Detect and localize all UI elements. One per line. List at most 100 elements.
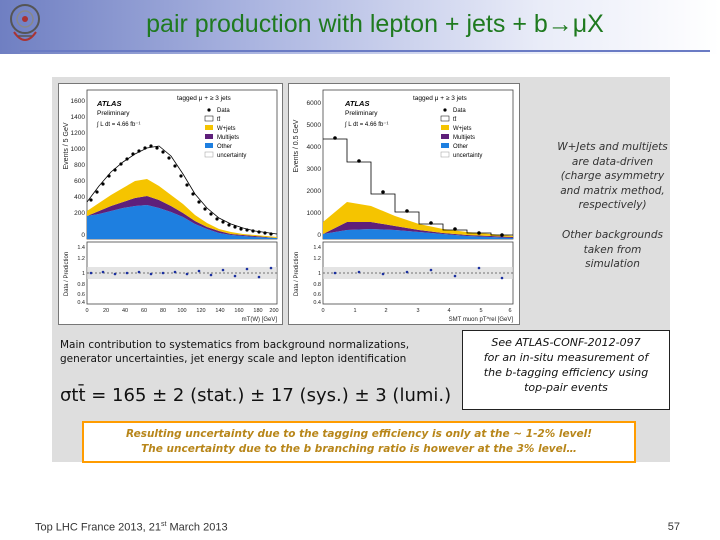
left-xtick: 160 — [234, 308, 243, 314]
highlight-line-1: Resulting uncertainty due to the tagging… — [126, 428, 592, 440]
left-xtick: 100 — [177, 308, 186, 314]
left-legend-ttbar: tt̄ — [217, 116, 221, 123]
footer-sup: st — [160, 521, 167, 528]
right-ytick: 5000 — [307, 122, 322, 129]
left-ytick: 600 — [74, 178, 85, 185]
right-ytick: 1000 — [307, 210, 322, 217]
footer-prefix: Top LHC France 2013, 21 — [35, 521, 161, 534]
left-legend-uncertainty: uncertainty — [217, 153, 246, 159]
right-ratio-tick: 0.4 — [313, 300, 321, 306]
left-ytick: 400 — [74, 194, 85, 201]
right-legend-other: Other — [453, 144, 468, 150]
right-status: Preliminary — [345, 110, 378, 117]
conf-line-4: top-pair events — [524, 381, 608, 394]
highlight-line-2: The uncertainty due to the b branching r… — [141, 443, 577, 455]
left-legend-wjets: W+jets — [217, 126, 236, 132]
right-ratio-tick: 0.8 — [313, 282, 321, 288]
right-ytick: 3000 — [307, 166, 322, 173]
right-legend-data: Data — [453, 108, 466, 114]
left-xtick: 140 — [215, 308, 224, 314]
systematics-line-2: generator uncertainties, jet energy scal… — [60, 353, 407, 365]
slide-title: pair production with lepton + jets + b→μ… — [146, 10, 604, 38]
lhc-france-logo-icon — [10, 4, 40, 41]
right-channel: tagged μ + ≥ 3 jets — [413, 95, 467, 102]
right-wjets-fill — [323, 202, 513, 237]
right-legend-multijets: Multijets — [453, 135, 475, 141]
right-ratio-ylabel: Data / Prediction — [294, 252, 300, 296]
right-ratio-tick: 1.4 — [313, 245, 321, 251]
left-ratio-tick: 1 — [82, 271, 85, 277]
right-lumi: ∫ L dt = 4.66 fb⁻¹ — [344, 121, 388, 128]
title-underline — [20, 50, 710, 52]
left-xtick: 180 — [253, 308, 262, 314]
left-ytick: 1000 — [71, 146, 86, 153]
conf-line-2: for an in-situ measurement of — [483, 351, 649, 364]
left-ratio-tick: 0.6 — [77, 292, 85, 298]
left-xlabel: mT(W) [GeV] — [242, 317, 278, 323]
right-ratio-tick: 1 — [318, 271, 321, 277]
right-xtick: 5 — [479, 308, 482, 314]
cross-section-result: σtt̄ = 165 ± 2 (stat.) ± 17 (sys.) ± 3 (… — [60, 385, 452, 406]
left-ratio-tick: 1.2 — [77, 256, 85, 262]
plot-mtw: Events / 5 GeV 1600 1400 1200 1000 800 6… — [58, 83, 283, 325]
right-data-points — [333, 136, 504, 237]
right-ratio-tick: 1.2 — [313, 256, 321, 262]
right-xtick: 6 — [508, 308, 511, 314]
left-xtick: 20 — [103, 308, 109, 314]
right-legend: Data tt̄ W+jets Multijets Other uncertai… — [440, 108, 482, 159]
left-experiment: ATLAS — [96, 99, 121, 108]
right-ytick: 2000 — [307, 188, 322, 195]
right-xtick: 0 — [321, 308, 324, 314]
left-ratio-points — [89, 266, 273, 279]
plot-smt-ptrel: Events / 0.5 GeV 6000 5000 4000 3000 200… — [288, 83, 520, 325]
conf-note-box: See ATLAS-CONF-2012-097 for an in-situ m… — [462, 330, 670, 410]
right-legend-wjets: W+jets — [453, 126, 472, 132]
right-xtick: 4 — [447, 308, 450, 314]
left-ytick: 1400 — [71, 114, 86, 121]
right-xtick: 3 — [416, 308, 419, 314]
left-ratio-tick: 1.4 — [77, 245, 85, 251]
page-number: 57 — [667, 521, 680, 533]
left-xtick: 120 — [196, 308, 205, 314]
left-lumi: ∫ L dt = 4.66 fb⁻¹ — [96, 121, 140, 128]
right-ratio-points — [333, 266, 504, 280]
title-bar — [0, 0, 720, 54]
left-xtick: 60 — [141, 308, 147, 314]
left-ratio-tick: 0.4 — [77, 300, 85, 306]
left-ylabel: Events / 5 GeV — [63, 122, 70, 169]
left-other-fill — [87, 205, 277, 239]
left-ratio-tick: 0.8 — [77, 282, 85, 288]
right-legend-ttbar: tt̄ — [453, 116, 457, 123]
left-legend-data: Data — [217, 108, 230, 114]
conf-line-3: the b-tagging efficiency using — [483, 366, 649, 379]
conf-line-1: See ATLAS-CONF-2012-097 — [491, 336, 641, 349]
right-other-fill — [323, 229, 513, 239]
right-xtick: 1 — [353, 308, 356, 314]
right-ytick: 6000 — [307, 100, 322, 107]
note-simulation: Other backgrounds taken from simulation — [562, 229, 663, 270]
left-legend-other: Other — [217, 144, 232, 150]
systematics-text: Main contribution to systematics from ba… — [60, 338, 456, 420]
left-ttbar-line — [86, 145, 278, 235]
right-xtick: 2 — [384, 308, 387, 314]
right-experiment: ATLAS — [344, 99, 369, 108]
left-legend-multijets: Multijets — [217, 135, 239, 141]
left-xtick: 0 — [85, 308, 88, 314]
left-xtick: 200 — [269, 308, 278, 314]
left-channel: tagged μ + ≥ 3 jets — [177, 95, 231, 102]
left-xtick: 40 — [122, 308, 128, 314]
right-ratio-tick: 0.6 — [313, 292, 321, 298]
highlight-box: Resulting uncertainty due to the tagging… — [82, 421, 636, 463]
left-status: Preliminary — [97, 110, 130, 117]
left-data-points — [89, 144, 273, 236]
note-data-driven: W+Jets and multijets are data-driven (ch… — [557, 141, 668, 211]
right-xlabel: SMT muon pT^rel [GeV] — [449, 317, 514, 323]
systematics-line-1: Main contribution to systematics from ba… — [60, 339, 410, 351]
left-ratio-ylabel: Data / Prediction — [64, 252, 70, 296]
right-ytick: 4000 — [307, 144, 322, 151]
footer-text: Top LHC France 2013, 21st March 2013 — [35, 521, 228, 534]
left-ytick: 0 — [81, 232, 85, 239]
right-ytick: 0 — [317, 232, 321, 239]
left-ytick: 200 — [74, 210, 85, 217]
left-wjets-fill — [87, 179, 277, 238]
